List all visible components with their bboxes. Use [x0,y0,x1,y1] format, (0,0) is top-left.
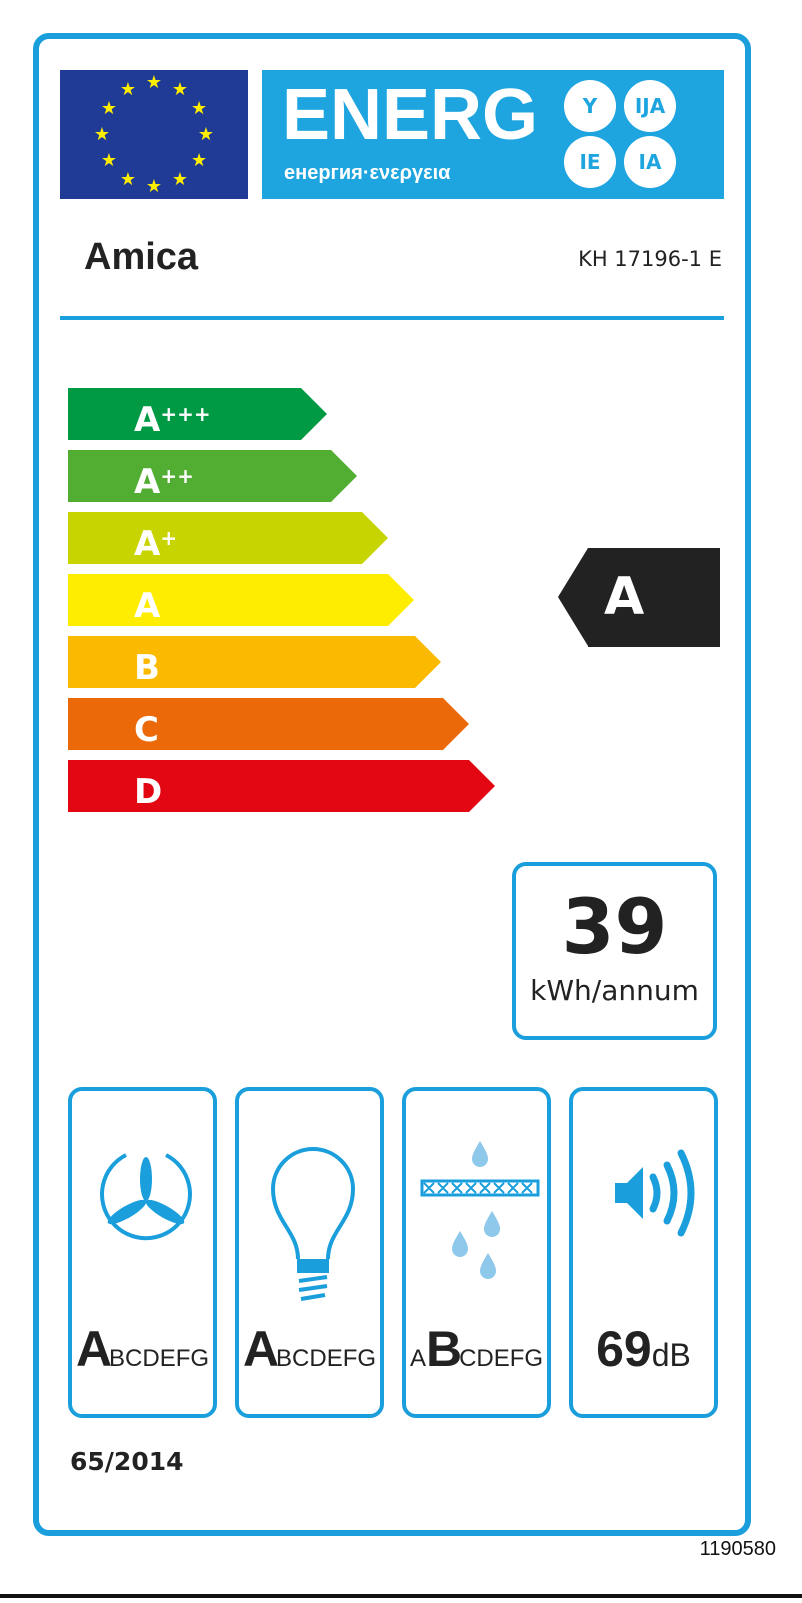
efficiency-class-c: C [68,698,469,750]
consumption-value: 39 [561,882,668,971]
grade-highlight: A [242,1321,279,1377]
energy-header: ENERG енергия·ενεργεια Y IJA IE IA [262,70,724,199]
energy-consumption-box: 39 kWh/annum [512,862,717,1040]
rating-letter: A [604,567,645,627]
suffix-ie: IE [564,136,616,188]
class-plus: ++ [160,464,194,488]
eu-star: ★ [94,124,110,145]
label-code: 1190580 [699,1538,776,1560]
class-plus: + [160,526,178,550]
class-letter: D [134,772,163,812]
eu-star: ★ [198,124,214,145]
consumption-unit: kWh/annum [530,974,699,1007]
model-identifier: KH 17196-1 E [578,247,722,271]
energ-title: ENERG [282,75,539,155]
class-letter: B [134,648,160,688]
grade-pre: A [409,1345,426,1372]
noise-unit: dB [651,1337,691,1373]
fluid-dynamic-efficiency-box: ABCDEFG [68,1087,217,1418]
efficiency-class-a: A [68,574,414,626]
light-bulb-icon [270,1147,356,1301]
efficiency-class-appp: A+++ [68,388,327,440]
eu-star: ★ [101,98,117,119]
class-plus: +++ [160,402,211,426]
supplier-name: Amica [84,236,199,278]
regulation-number: 65/2014 [70,1447,184,1476]
eu-star: ★ [191,98,207,119]
efficiency-class-b: B [68,636,441,688]
rating-indicator: A [558,548,720,647]
eu-star: ★ [146,176,162,197]
eu-star: ★ [120,79,136,100]
class-letter: C [134,710,159,750]
class-letter: A [134,400,161,440]
suffix-ija: IJA [624,80,676,132]
class-letter: A [134,524,161,564]
lighting-efficiency-box: ABCDEFG [235,1087,384,1418]
grade-rest: CDEFG [459,1345,544,1372]
grade-highlight: B [425,1321,462,1377]
bottom-line [0,1594,802,1598]
energ-languages: енергия·ενεργεια [284,162,451,184]
eu-star: ★ [191,150,207,171]
suffix-y: Y [564,80,616,132]
noise-value: 69 [596,1321,652,1377]
grease-filtering-efficiency-box: ABCDEFG [402,1087,551,1418]
label-frame [33,33,751,1536]
eu-star: ★ [120,169,136,190]
grade-highlight: A [75,1321,112,1377]
eu-star: ★ [172,79,188,100]
eu-star: ★ [172,169,188,190]
eu-star: ★ [146,72,162,93]
grade-rest: BCDEFG [276,1345,377,1372]
divider [60,316,724,320]
grade-rest: BCDEFG [109,1345,210,1372]
eu-star: ★ [101,150,117,171]
fan-icon [100,1153,192,1241]
class-letter: A [134,586,161,626]
noise-box: 69dB [569,1087,718,1418]
efficiency-class-ap: A+ [68,512,388,564]
efficiency-class-d: D [68,760,495,812]
suffix-ia: IA [624,136,676,188]
class-letter: A [134,462,161,502]
eu-flag: ★ ★ ★ ★ ★ ★ ★ ★ ★ ★ ★ ★ [60,70,248,199]
grease-filter-icon [420,1141,540,1279]
efficiency-class-app: A++ [68,450,357,502]
speaker-noise-icon [615,1149,695,1237]
